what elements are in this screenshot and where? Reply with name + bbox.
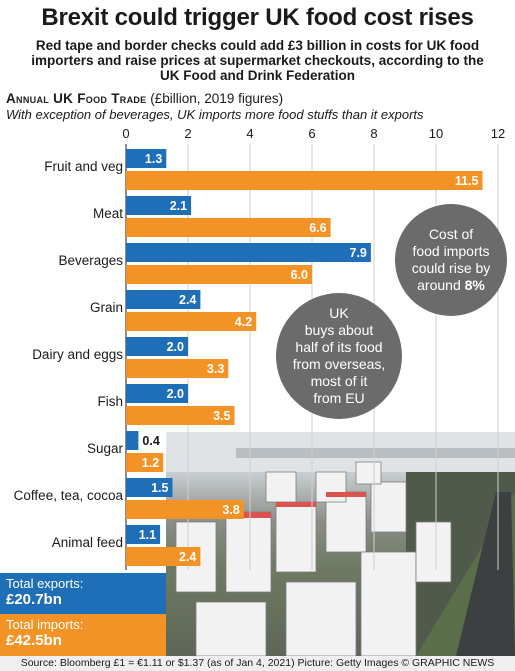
- export-value-label: 2.0: [167, 387, 184, 401]
- import-value-label: 3.5: [213, 409, 230, 423]
- callout-cost-rise-line-3: could rise by: [411, 260, 491, 276]
- export-bar: [126, 384, 188, 403]
- page-subtitle: Red tape and border checks could add £3 …: [31, 38, 484, 83]
- import-bar: [126, 171, 483, 190]
- section-heading-title: Annual UK Food Trade: [6, 91, 147, 106]
- category-label: Grain: [90, 300, 123, 315]
- callout-uk-imports-line-1: UK: [329, 305, 349, 321]
- section-heading-note: (£billion, 2019 figures): [150, 91, 284, 106]
- total-exports-label: Total exports:: [6, 576, 84, 591]
- photo-illustration: [166, 432, 515, 656]
- import-bar: [126, 265, 312, 284]
- category-label: Dairy and eggs: [32, 347, 123, 362]
- import-value-label: 3.3: [207, 362, 224, 376]
- category-label: Sugar: [87, 441, 124, 456]
- category-label: Beverages: [58, 253, 123, 268]
- export-bar: [126, 525, 161, 544]
- export-value-label: 2.0: [167, 340, 184, 354]
- x-tick-label-10: 10: [429, 126, 443, 141]
- import-value-label: 4.2: [235, 315, 252, 329]
- callout-uk-imports-line-6: from EU: [313, 390, 365, 406]
- export-value-label: 1.1: [139, 528, 156, 542]
- import-bar: [126, 500, 244, 519]
- category-label: Animal feed: [52, 535, 123, 550]
- category-label: Fruit and veg: [44, 159, 123, 174]
- import-bar: [126, 218, 331, 237]
- export-bar: [126, 431, 139, 450]
- import-value-label: 1.2: [142, 456, 159, 470]
- import-value-label: 11.5: [455, 174, 479, 188]
- callout-cost-rise-line-1: Cost of: [428, 226, 474, 242]
- export-bar: [126, 478, 173, 497]
- export-value-label: 2.4: [179, 293, 196, 307]
- callout-cost-rise-value: 8%: [464, 277, 485, 293]
- import-bar: [126, 406, 235, 425]
- x-tick-label-8: 8: [370, 126, 377, 141]
- x-tick-label-6: 6: [308, 126, 315, 141]
- import-value-label: 3.8: [222, 503, 239, 517]
- category-label: Coffee, tea, cocoa: [14, 488, 124, 503]
- export-bar: [126, 243, 371, 262]
- export-bar: [126, 196, 192, 215]
- callout-uk-imports-line-4: from overseas,: [292, 356, 386, 372]
- callout-uk-imports-line-2: buys about: [304, 322, 374, 338]
- x-tick-label-4: 4: [246, 126, 253, 141]
- section-subheading: With exception of beverages, UK imports …: [6, 107, 424, 122]
- import-value-label: 2.4: [179, 550, 196, 564]
- export-value-label: 7.9: [350, 246, 367, 260]
- import-value-label: 6.0: [291, 268, 308, 282]
- x-tick-label-2: 2: [184, 126, 191, 141]
- export-bar: [126, 290, 201, 309]
- food-trade-bar-chart: 0 2 4 6 8 10 12 Fruit and veg 1.3 11.5 Meat 2.1 6.6 B…: [14, 126, 505, 570]
- export-value-label: 0.4: [142, 434, 159, 448]
- callout-uk-imports-line-5: most of it: [310, 373, 368, 389]
- callout-uk-imports: UK buys about half of its food from over…: [276, 293, 402, 419]
- total-exports-value: £20.7bn: [6, 591, 62, 608]
- total-imports-label: Total imports:: [6, 617, 84, 632]
- page-title: Brexit could trigger UK food cost rises: [41, 4, 474, 31]
- export-bar: [126, 149, 167, 168]
- source-footer: Source: Bloomberg £1 = €1.11 or $1.37 (a…: [0, 656, 515, 671]
- callout-cost-rise: Cost of food imports could rise by aroun…: [395, 204, 507, 316]
- total-imports-value: £42.5bn: [6, 632, 62, 649]
- total-exports-box: Total exports: £20.7bn: [0, 573, 166, 614]
- x-tick-label-0: 0: [122, 126, 129, 141]
- import-value-label: 6.6: [309, 221, 326, 235]
- callout-cost-rise-line-4: around 8%: [417, 277, 485, 293]
- lorry-queue-photo: [166, 432, 515, 656]
- x-tick-label-12: 12: [491, 126, 505, 141]
- category-label: Meat: [93, 206, 123, 221]
- export-value-label: 2.1: [170, 199, 187, 213]
- import-bar: [126, 453, 164, 472]
- export-value-label: 1.3: [145, 152, 162, 166]
- callout-cost-rise-line-2: food imports: [412, 243, 490, 259]
- total-imports-box: Total imports: £42.5bn: [0, 614, 166, 656]
- callout-uk-imports-line-3: half of its food: [295, 339, 383, 355]
- import-bar: [126, 359, 229, 378]
- import-bar: [126, 547, 201, 566]
- section-heading: Annual UK Food Trade (£billion, 2019 fig…: [6, 91, 283, 106]
- category-label: Fish: [97, 394, 123, 409]
- import-bar: [126, 312, 257, 331]
- export-bar: [126, 337, 188, 356]
- export-value-label: 1.5: [151, 481, 168, 495]
